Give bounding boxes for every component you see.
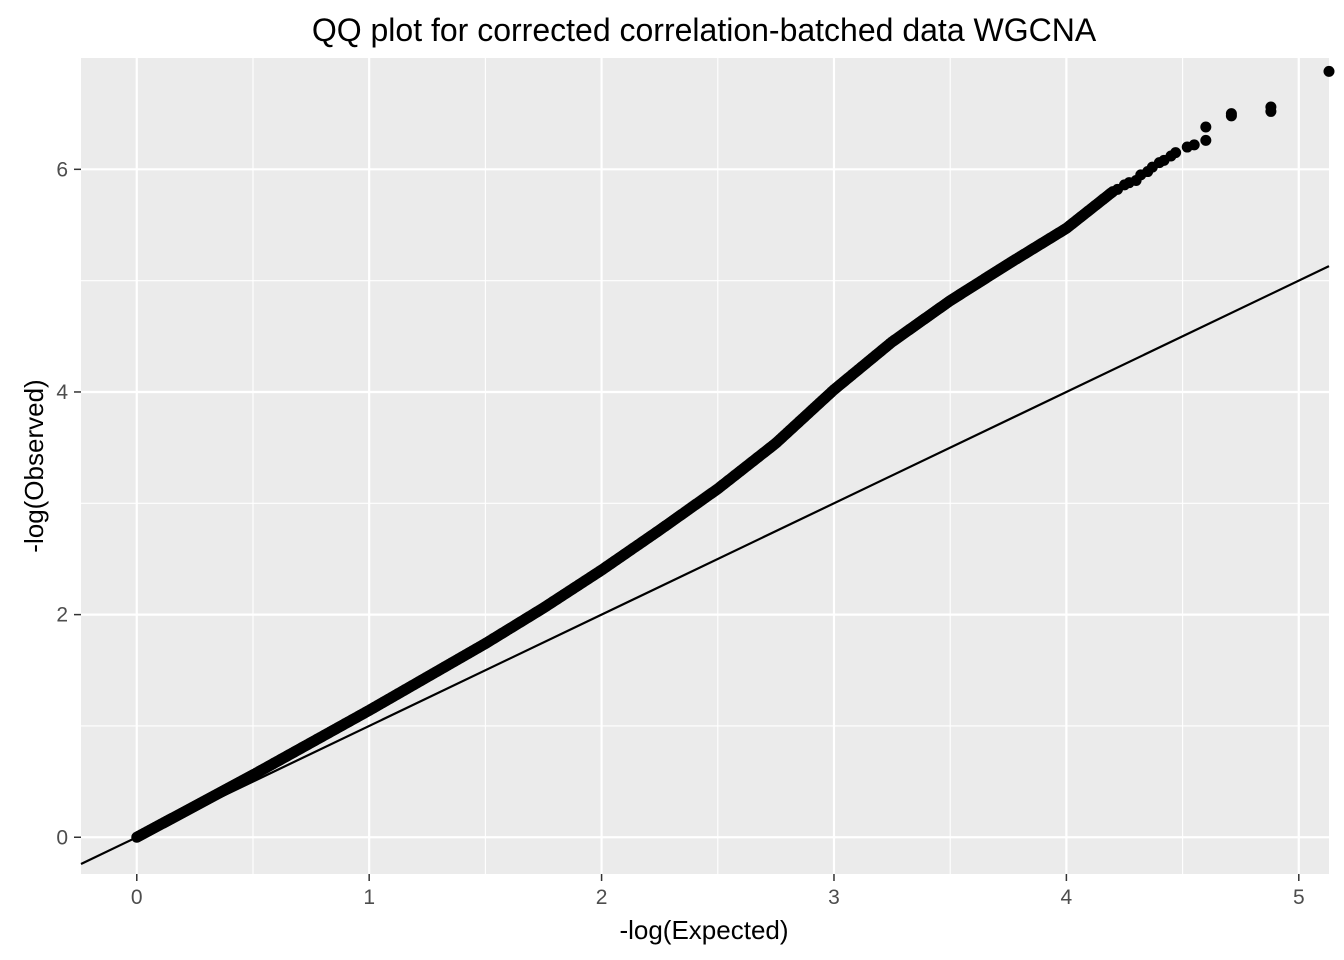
plot-panel [81, 58, 1329, 874]
qq-point [1170, 147, 1182, 159]
y-tick-label: 0 [56, 826, 68, 849]
qq-point [1200, 134, 1212, 146]
x-tick-label: 3 [828, 886, 840, 909]
qq-point [1265, 101, 1277, 113]
x-tick-label: 4 [1061, 886, 1073, 909]
qq-point [1200, 121, 1212, 133]
major-gridlines [81, 58, 1329, 874]
minor-gridlines [81, 58, 1329, 874]
x-axis-title: -log(Expected) [619, 915, 788, 945]
reference-line [80, 265, 1330, 865]
x-tick-label: 1 [363, 886, 375, 909]
x-tick-label: 5 [1293, 886, 1305, 909]
y-tick-label: 4 [56, 381, 68, 404]
x-tick-label: 2 [596, 886, 608, 909]
qq-point [1188, 139, 1200, 151]
x-axis: 0 1 2 3 4 5 [131, 874, 1305, 909]
qq-point [1323, 65, 1335, 77]
y-tick-label: 6 [56, 158, 68, 181]
chart-title: QQ plot for corrected correlation-batche… [312, 12, 1097, 48]
y-axis: 0 2 4 6 [56, 158, 81, 849]
x-tick-label: 0 [131, 886, 143, 909]
qq-points [131, 65, 1335, 843]
qq-point [1225, 108, 1237, 120]
y-axis-title: -log(Observed) [19, 379, 49, 552]
y-tick-label: 2 [56, 604, 68, 627]
